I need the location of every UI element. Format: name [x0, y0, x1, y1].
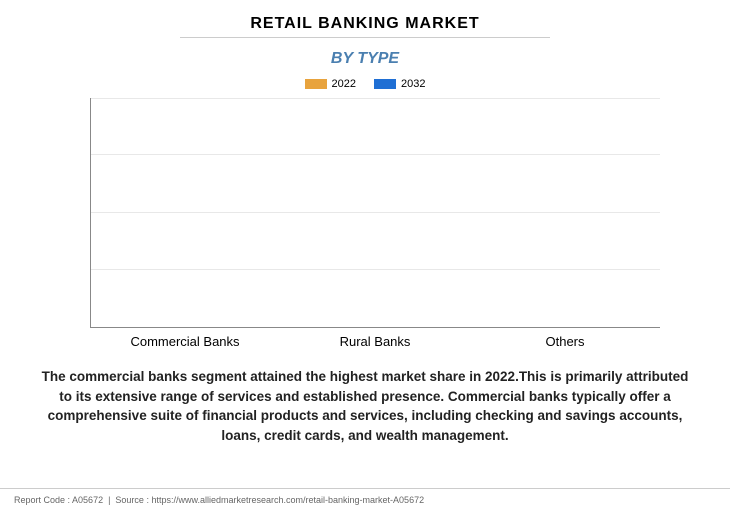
legend-swatch-2022: [305, 79, 327, 89]
chart-subtitle: BY TYPE: [30, 50, 700, 68]
x-label-others: Others: [470, 334, 660, 349]
legend-label-2032: 2032: [401, 78, 425, 90]
report-code-value: A05672: [72, 495, 103, 505]
description-text: The commercial banks segment attained th…: [40, 367, 690, 445]
legend: 2022 2032: [30, 78, 700, 90]
chart-title: RETAIL BANKING MARKET: [30, 15, 700, 33]
legend-label-2022: 2022: [332, 78, 356, 90]
x-label-rural: Rural Banks: [280, 334, 470, 349]
gridline: [91, 269, 660, 270]
legend-item-2032: 2032: [374, 78, 425, 90]
chart-plot-area: [90, 98, 660, 328]
footer: Report Code : A05672 | Source : https://…: [0, 488, 730, 505]
gridline: [91, 154, 660, 155]
x-label-commercial: Commercial Banks: [90, 334, 280, 349]
report-code-label: Report Code :: [14, 495, 70, 505]
source-label: Source :: [115, 495, 149, 505]
x-axis-labels: Commercial Banks Rural Banks Others: [90, 334, 660, 349]
chart-container: RETAIL BANKING MARKET BY TYPE 2022 2032: [0, 0, 730, 455]
source-url: https://www.alliedmarketresearch.com/ret…: [151, 495, 424, 505]
legend-swatch-2032: [374, 79, 396, 89]
title-underline: [180, 37, 550, 38]
gridline: [91, 212, 660, 213]
legend-item-2022: 2022: [305, 78, 356, 90]
gridline: [91, 98, 660, 99]
